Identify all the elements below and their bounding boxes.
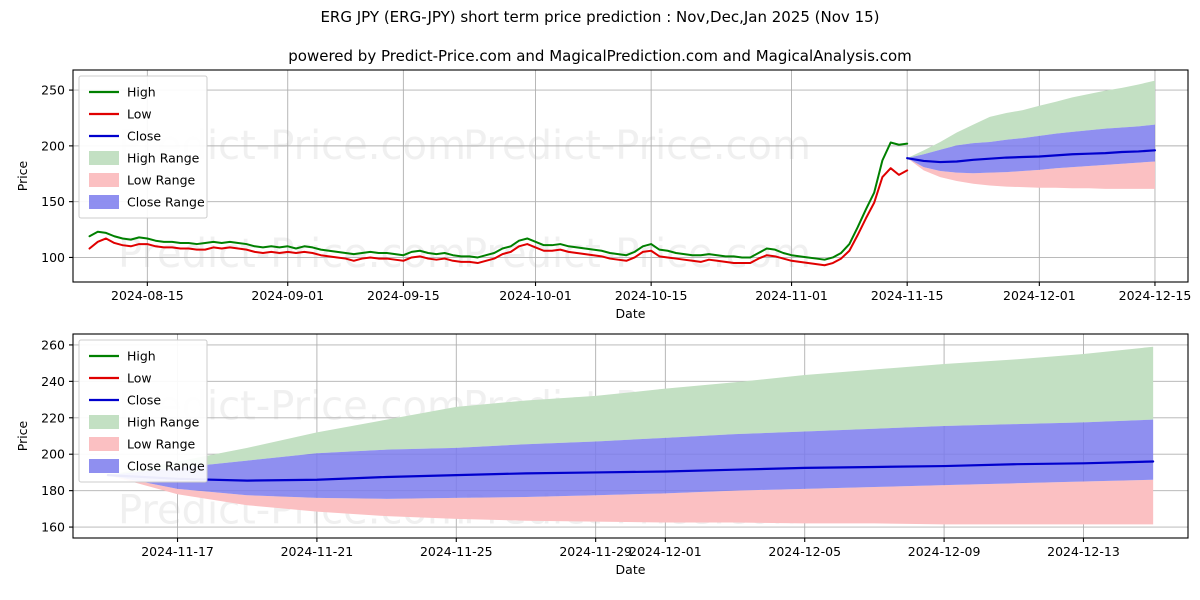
legend-patch-swatch — [89, 437, 119, 451]
x-tick-label: 2024-12-05 — [768, 544, 841, 559]
legend-item-label[interactable]: Close Range — [127, 195, 205, 210]
y-tick-label: 150 — [41, 194, 65, 209]
legend-item-label[interactable]: Close — [127, 393, 161, 408]
legend-item-label[interactable]: Close Range — [127, 459, 205, 474]
y-tick-label: 260 — [41, 337, 65, 352]
x-tick-label: 2024-11-17 — [141, 544, 214, 559]
legend-patch-swatch — [89, 459, 119, 473]
figure-title: ERG JPY (ERG-JPY) short term price predi… — [320, 8, 879, 26]
legend-item-label[interactable]: Low — [127, 107, 152, 122]
x-tick-label: 2024-10-01 — [499, 288, 572, 303]
axis-ticks: 160 180 200 220 240 260 2024-11-17 2024-11-21 20… — [41, 337, 1120, 559]
x-tick-label: 2024-11-21 — [281, 544, 354, 559]
y-tick-label: 200 — [41, 447, 65, 462]
legend-item-label[interactable]: High Range — [127, 415, 200, 430]
legend-patch-swatch — [89, 415, 119, 429]
x-tick-label: 2024-12-13 — [1047, 544, 1120, 559]
y-tick-label: 240 — [41, 374, 65, 389]
close-range-band — [107, 419, 1154, 499]
x-tick-label: 2024-11-25 — [420, 544, 493, 559]
low-range-band — [107, 475, 1154, 525]
y-tick-label: 220 — [41, 410, 65, 425]
watermark-text: Predict-Price.com — [463, 231, 811, 277]
x-tick-label: 2024-12-15 — [1119, 288, 1192, 303]
overview-chart-panel: Predict-Price.comPredict-Price.comPredic… — [15, 69, 1191, 321]
legend-item-label[interactable]: Low Range — [127, 437, 196, 452]
chart-legend: High Low Close High Range Low Range Close Ran… — [78, 75, 208, 219]
high-range-band — [907, 80, 1155, 159]
legend-patch-swatch — [89, 173, 119, 187]
y-tick-label: 100 — [41, 250, 65, 265]
plot-border — [72, 69, 1189, 283]
chart-legend: High Low Close High Range Low Range Close Ran… — [78, 339, 208, 483]
x-tick-label: 2024-09-01 — [251, 288, 324, 303]
low-price-line — [88, 167, 909, 267]
x-tick-label: 2024-11-29 — [559, 544, 632, 559]
watermark-text: Predict-Price.com — [118, 231, 466, 277]
x-axis-label: Date — [616, 306, 646, 321]
x-tick-label: 2024-11-01 — [755, 288, 828, 303]
legend-patch-swatch — [89, 151, 119, 165]
x-tick-label: 2024-09-15 — [367, 288, 440, 303]
low-range-band — [907, 158, 1155, 189]
high-range-band — [107, 346, 1154, 476]
legend-patch-swatch — [89, 195, 119, 209]
y-axis-label: Price — [15, 420, 30, 451]
x-tick-label: 2024-11-15 — [871, 288, 944, 303]
y-tick-label: 160 — [41, 520, 65, 535]
figure-subtitle: powered by Predict-Price.com and Magical… — [288, 47, 912, 65]
legend-item-label[interactable]: High — [127, 85, 156, 100]
x-tick-label: 2024-08-15 — [111, 288, 184, 303]
y-tick-label: 250 — [41, 83, 65, 98]
detail-chart-panel: Predict-Price.comPredict-Price.comPredic… — [15, 333, 1189, 577]
axis-ticks: 100 150 200 250 2024-08-15 2024-09-01 2024-09-… — [41, 83, 1191, 303]
x-tick-label: 2024-12-01 — [629, 544, 702, 559]
close-forecast-line — [106, 460, 1155, 482]
legend-item-label[interactable]: Close — [127, 129, 161, 144]
y-tick-label: 180 — [41, 483, 65, 498]
legend-item-label[interactable]: Low — [127, 371, 152, 386]
x-tick-label: 2024-10-15 — [615, 288, 688, 303]
close-forecast-line — [906, 149, 1157, 164]
x-axis-label: Date — [616, 562, 646, 577]
x-tick-label: 2024-12-01 — [1003, 288, 1076, 303]
high-price-line — [88, 141, 909, 261]
legend-item-label[interactable]: Low Range — [127, 173, 196, 188]
plot-border — [72, 333, 1189, 539]
y-axis-label: Price — [15, 160, 30, 191]
x-tick-label: 2024-12-09 — [908, 544, 981, 559]
legend-item-label[interactable]: High Range — [127, 151, 200, 166]
legend-item-label[interactable]: High — [127, 349, 156, 364]
y-tick-label: 200 — [41, 138, 65, 153]
